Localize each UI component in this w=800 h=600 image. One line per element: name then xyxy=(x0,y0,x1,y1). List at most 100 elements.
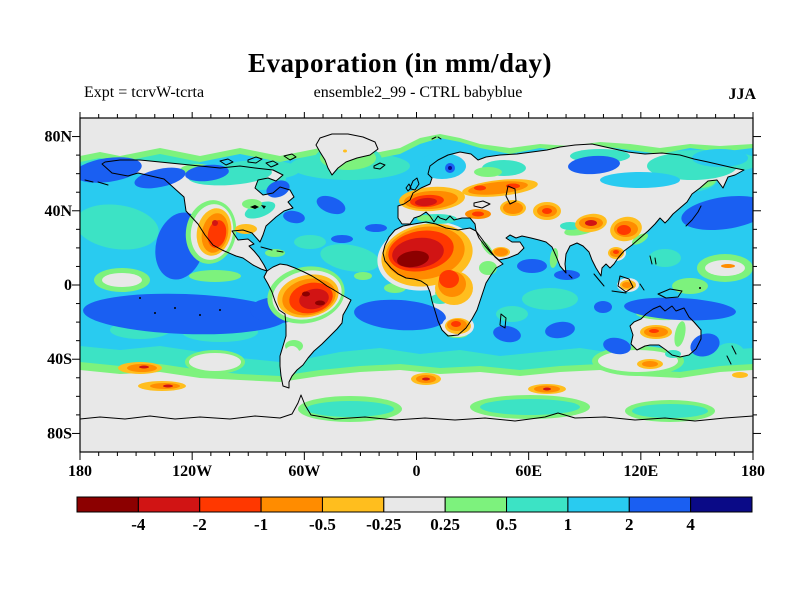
contour-region xyxy=(83,293,287,335)
coastline xyxy=(315,133,379,176)
coastline xyxy=(263,263,352,389)
contour-region xyxy=(284,346,300,364)
colorbar-segment xyxy=(199,496,262,513)
colorbar-tick-label: -0.5 xyxy=(309,515,336,534)
contour-region xyxy=(354,272,372,280)
contour-region xyxy=(189,353,241,371)
contour-region xyxy=(503,202,523,214)
contour-region xyxy=(705,260,745,276)
contour-region xyxy=(585,220,597,226)
contour-region xyxy=(522,288,578,310)
colorbar-tick-label: -4 xyxy=(131,515,146,534)
contour-region xyxy=(690,333,720,357)
contour-region xyxy=(415,197,437,207)
axis-labels: 80N 40N 0 40S 80S 180 120W 60W 0 60E 120E 180 xyxy=(44,129,765,480)
lon-axis-label: 120E xyxy=(623,463,658,480)
colorbar-segment xyxy=(567,496,630,513)
contour-region xyxy=(417,215,433,221)
lon-axis-label: 120W xyxy=(172,463,212,480)
contour-region xyxy=(506,183,520,189)
colorbar-tick-label: -2 xyxy=(193,515,207,534)
contour-region xyxy=(554,270,580,280)
contour-region xyxy=(189,270,241,282)
colorbar-tick-label: -0.25 xyxy=(366,515,401,534)
colorbar-segment xyxy=(506,496,569,513)
lat-axis-label: 80S xyxy=(47,425,72,442)
colorbar-tick-label: 2 xyxy=(625,515,634,534)
contour-region xyxy=(721,264,735,268)
contour-region xyxy=(560,222,580,230)
contour-region xyxy=(320,244,380,272)
lat-axis-label: 0 xyxy=(64,277,72,294)
world-map xyxy=(80,118,753,452)
contour-region xyxy=(199,314,201,316)
colorbar-tick-label: 0.5 xyxy=(496,515,517,534)
contour-region xyxy=(472,211,484,217)
contour-region xyxy=(316,134,378,175)
lon-axis-label: 60W xyxy=(288,463,320,480)
contour-region xyxy=(479,261,497,275)
contour-region xyxy=(672,278,708,294)
contour-region xyxy=(212,220,218,226)
contour-region xyxy=(163,384,173,388)
contour-region xyxy=(219,309,221,311)
contour-region xyxy=(716,343,744,361)
contour-region xyxy=(139,365,149,369)
contour-region xyxy=(474,185,486,191)
colorbar-segment xyxy=(137,496,201,513)
contour-region xyxy=(642,361,658,367)
contour-region xyxy=(568,155,620,175)
contour-region xyxy=(542,208,552,214)
contour-region xyxy=(681,196,753,230)
coastline xyxy=(397,143,745,277)
colorbar-segment xyxy=(628,496,692,513)
colorbar: -4 -2 -1 -0.5 -0.25 0.25 0.5 1 2 4 xyxy=(76,496,753,534)
contour-region xyxy=(603,337,631,355)
contour-region xyxy=(80,370,753,452)
coastline xyxy=(629,305,702,358)
contour-region xyxy=(480,399,580,415)
contour-region xyxy=(732,372,748,378)
contour-region xyxy=(699,287,701,289)
contour-region xyxy=(692,149,748,167)
contour-region xyxy=(439,270,459,288)
contour-region xyxy=(354,299,446,331)
contour-region xyxy=(302,291,310,297)
colorbar-segment xyxy=(321,496,385,513)
contour-region xyxy=(80,204,159,250)
lat-axis-label: 40N xyxy=(44,203,72,220)
contour-region xyxy=(315,300,325,306)
colorbar-tick-label: 4 xyxy=(686,515,695,534)
contour-region xyxy=(265,249,285,257)
colorbar-tick-label: 0.25 xyxy=(430,515,460,534)
contour-region xyxy=(283,210,305,224)
axis-ticks xyxy=(72,112,761,460)
contour-region xyxy=(613,250,619,254)
contour-region xyxy=(474,167,502,177)
colorbar-tick-label: -1 xyxy=(254,515,268,534)
lakes xyxy=(250,205,266,209)
contour-region xyxy=(365,224,387,232)
contour-region xyxy=(418,153,466,179)
coastline xyxy=(382,221,504,337)
colorbar-segment xyxy=(444,496,508,513)
contour-region xyxy=(244,201,276,219)
contour-region xyxy=(545,321,575,339)
contour-region xyxy=(397,250,429,268)
colorbar-segment xyxy=(260,496,323,513)
contour-region xyxy=(102,273,142,287)
contour-region xyxy=(494,248,508,256)
comparison-label: ensemble2_99 - CTRL babyblue xyxy=(313,84,523,101)
contour-region xyxy=(600,172,680,188)
contour-region xyxy=(674,321,686,347)
contour-region xyxy=(235,224,257,234)
coastline xyxy=(84,136,737,365)
lat-axis-label: 40S xyxy=(47,351,72,368)
lon-axis-label: 180 xyxy=(741,463,765,480)
figure-title: Evaporation (in mm/day) xyxy=(247,48,553,78)
contour-region xyxy=(294,235,326,249)
contour-region xyxy=(154,312,156,314)
colorbar-segment xyxy=(383,496,446,513)
